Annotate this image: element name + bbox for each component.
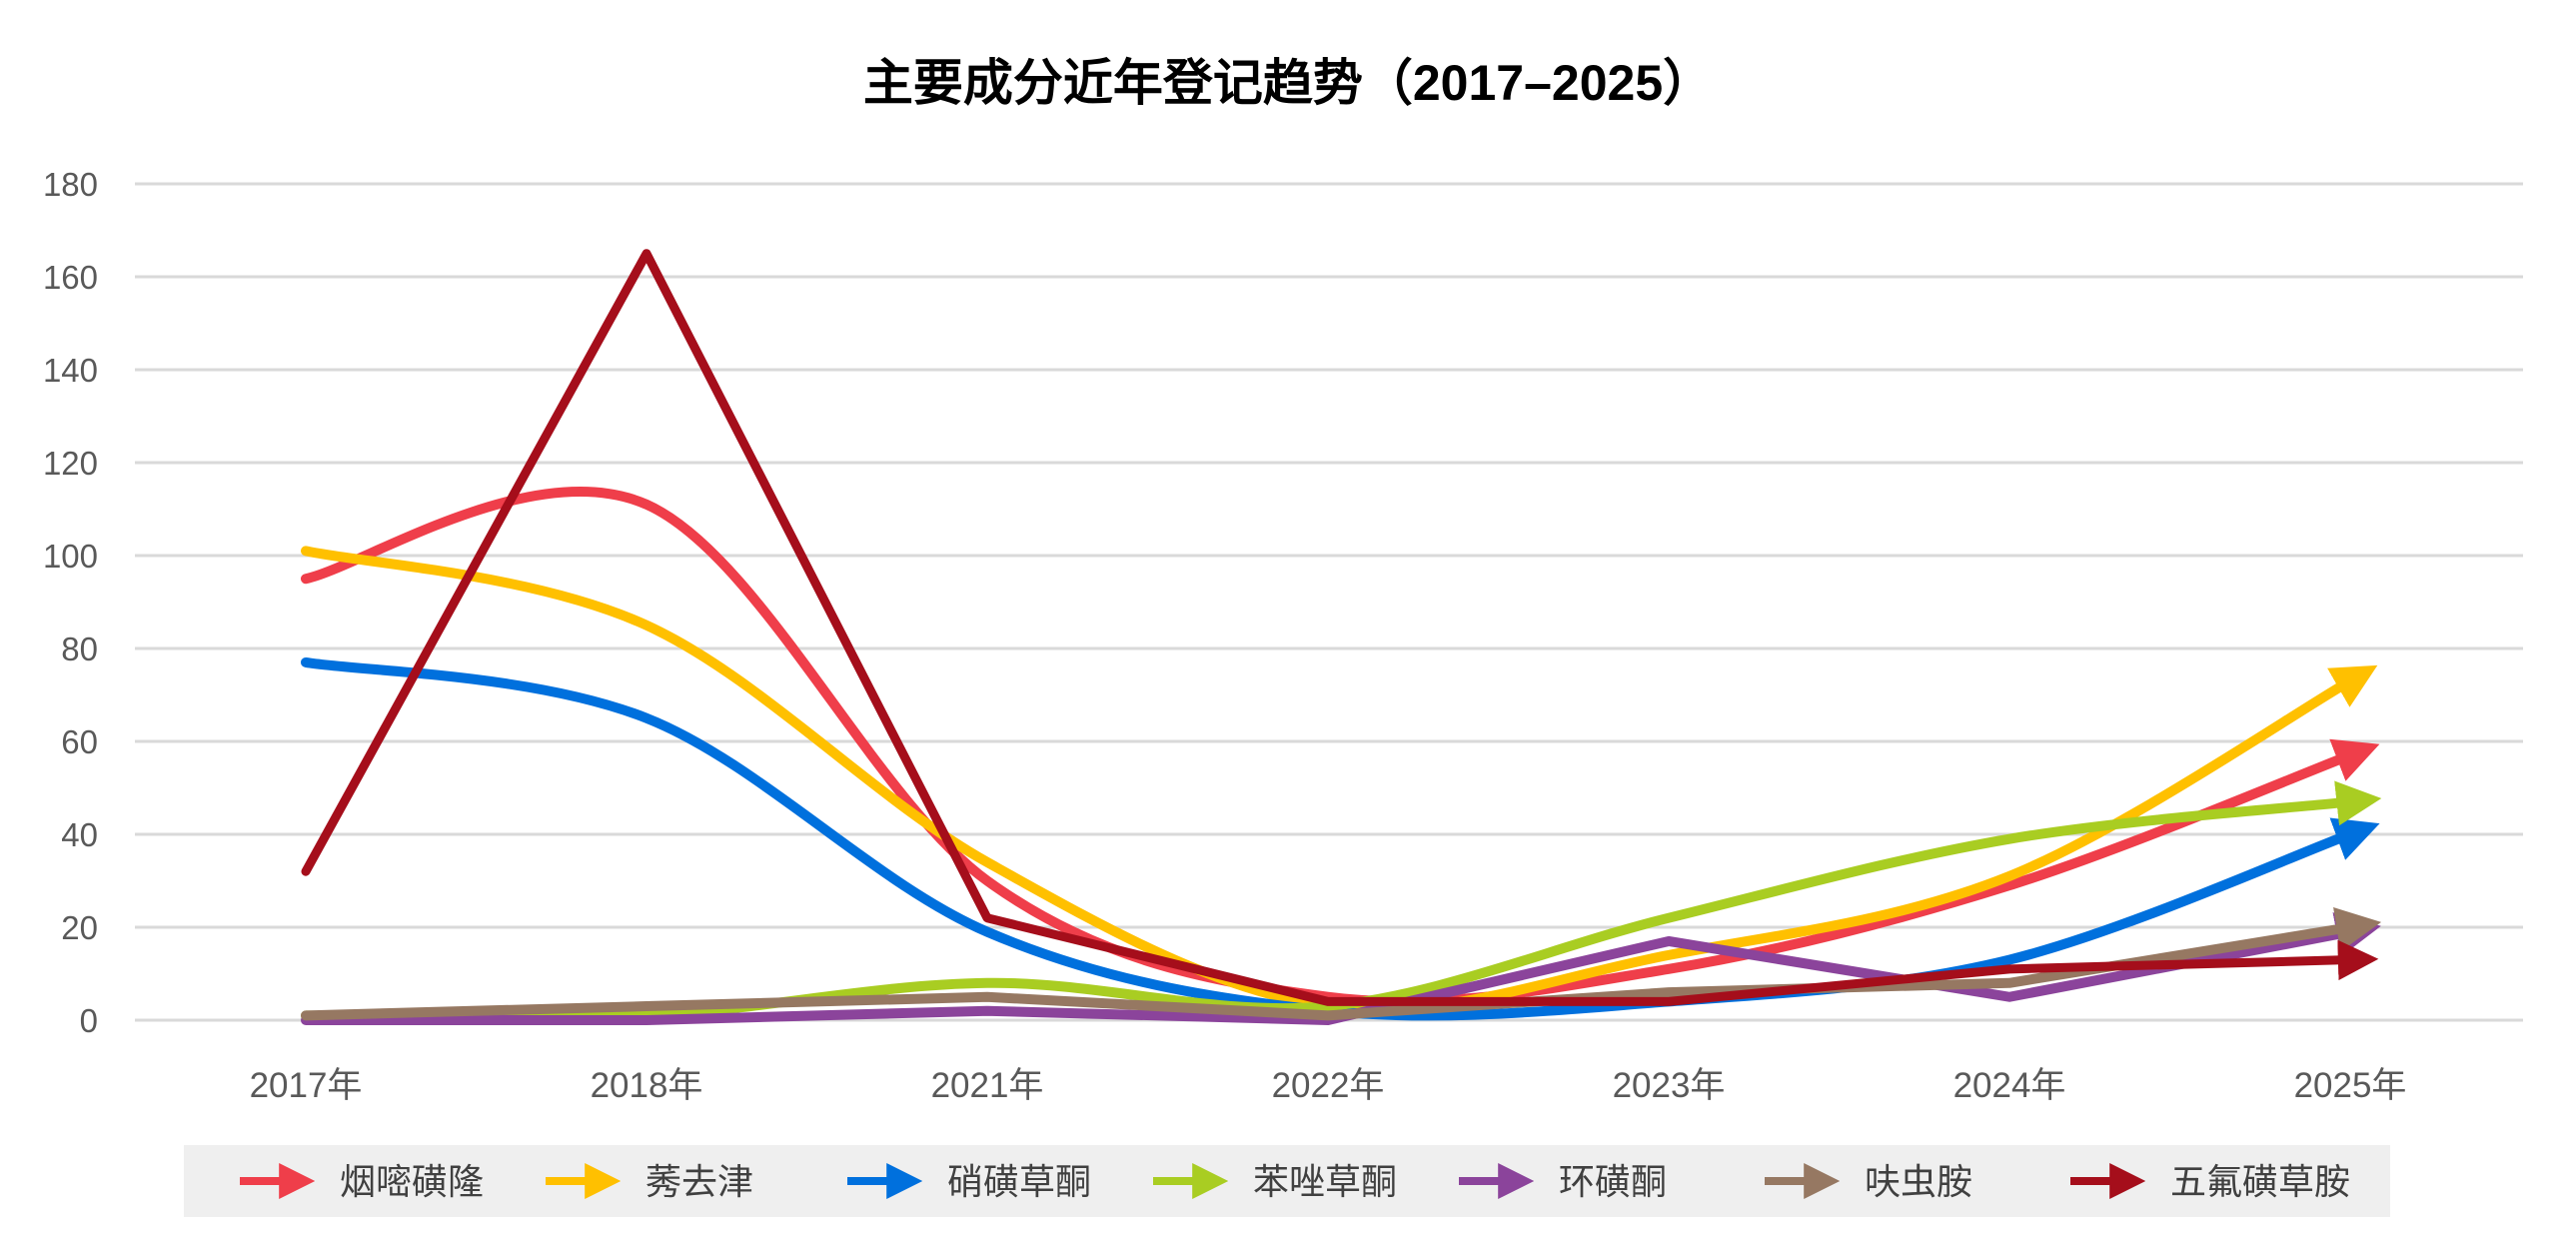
x-tick-label: 2023年 [1613,1066,1726,1105]
legend-label: 硝磺草酮 [947,1161,1091,1202]
legend-label: 环磺酮 [1559,1161,1667,1202]
series-line-0 [301,487,2380,1007]
series-line-6 [301,249,2379,1006]
series-line-5 [301,906,2382,1021]
y-tick-label: 100 [43,538,98,575]
y-tick-label: 160 [43,259,98,296]
y-tick-label: 80 [61,630,98,667]
y-tick-label: 40 [61,816,98,853]
series-line-1 [301,546,2378,1015]
x-tick-label: 2022年 [1272,1066,1385,1105]
x-tick-label: 2025年 [2294,1066,2407,1105]
y-tick-label: 20 [61,909,98,946]
legend-label: 五氟磺草胺 [2170,1161,2350,1202]
y-tick-label: 180 [43,166,98,203]
x-tick-label: 2018年 [591,1066,703,1105]
legend-label: 莠去津 [645,1161,753,1202]
x-tick-label: 2024年 [1953,1066,2066,1105]
legend-label: 苯唑草酮 [1253,1161,1397,1202]
series-line-2 [301,656,2380,1021]
chart-title: 主要成分近年登记趋势（2017–2025） [863,55,1713,111]
y-tick-label: 60 [61,723,98,760]
y-tick-label: 120 [43,445,98,482]
y-tick-label: 0 [80,1002,98,1039]
y-tick-label: 140 [43,352,98,389]
legend-label: 烟嘧磺隆 [340,1161,484,1202]
x-tick-label: 2017年 [250,1066,363,1105]
x-tick-label: 2021年 [931,1066,1044,1105]
legend-label: 呋虫胺 [1865,1161,1972,1202]
